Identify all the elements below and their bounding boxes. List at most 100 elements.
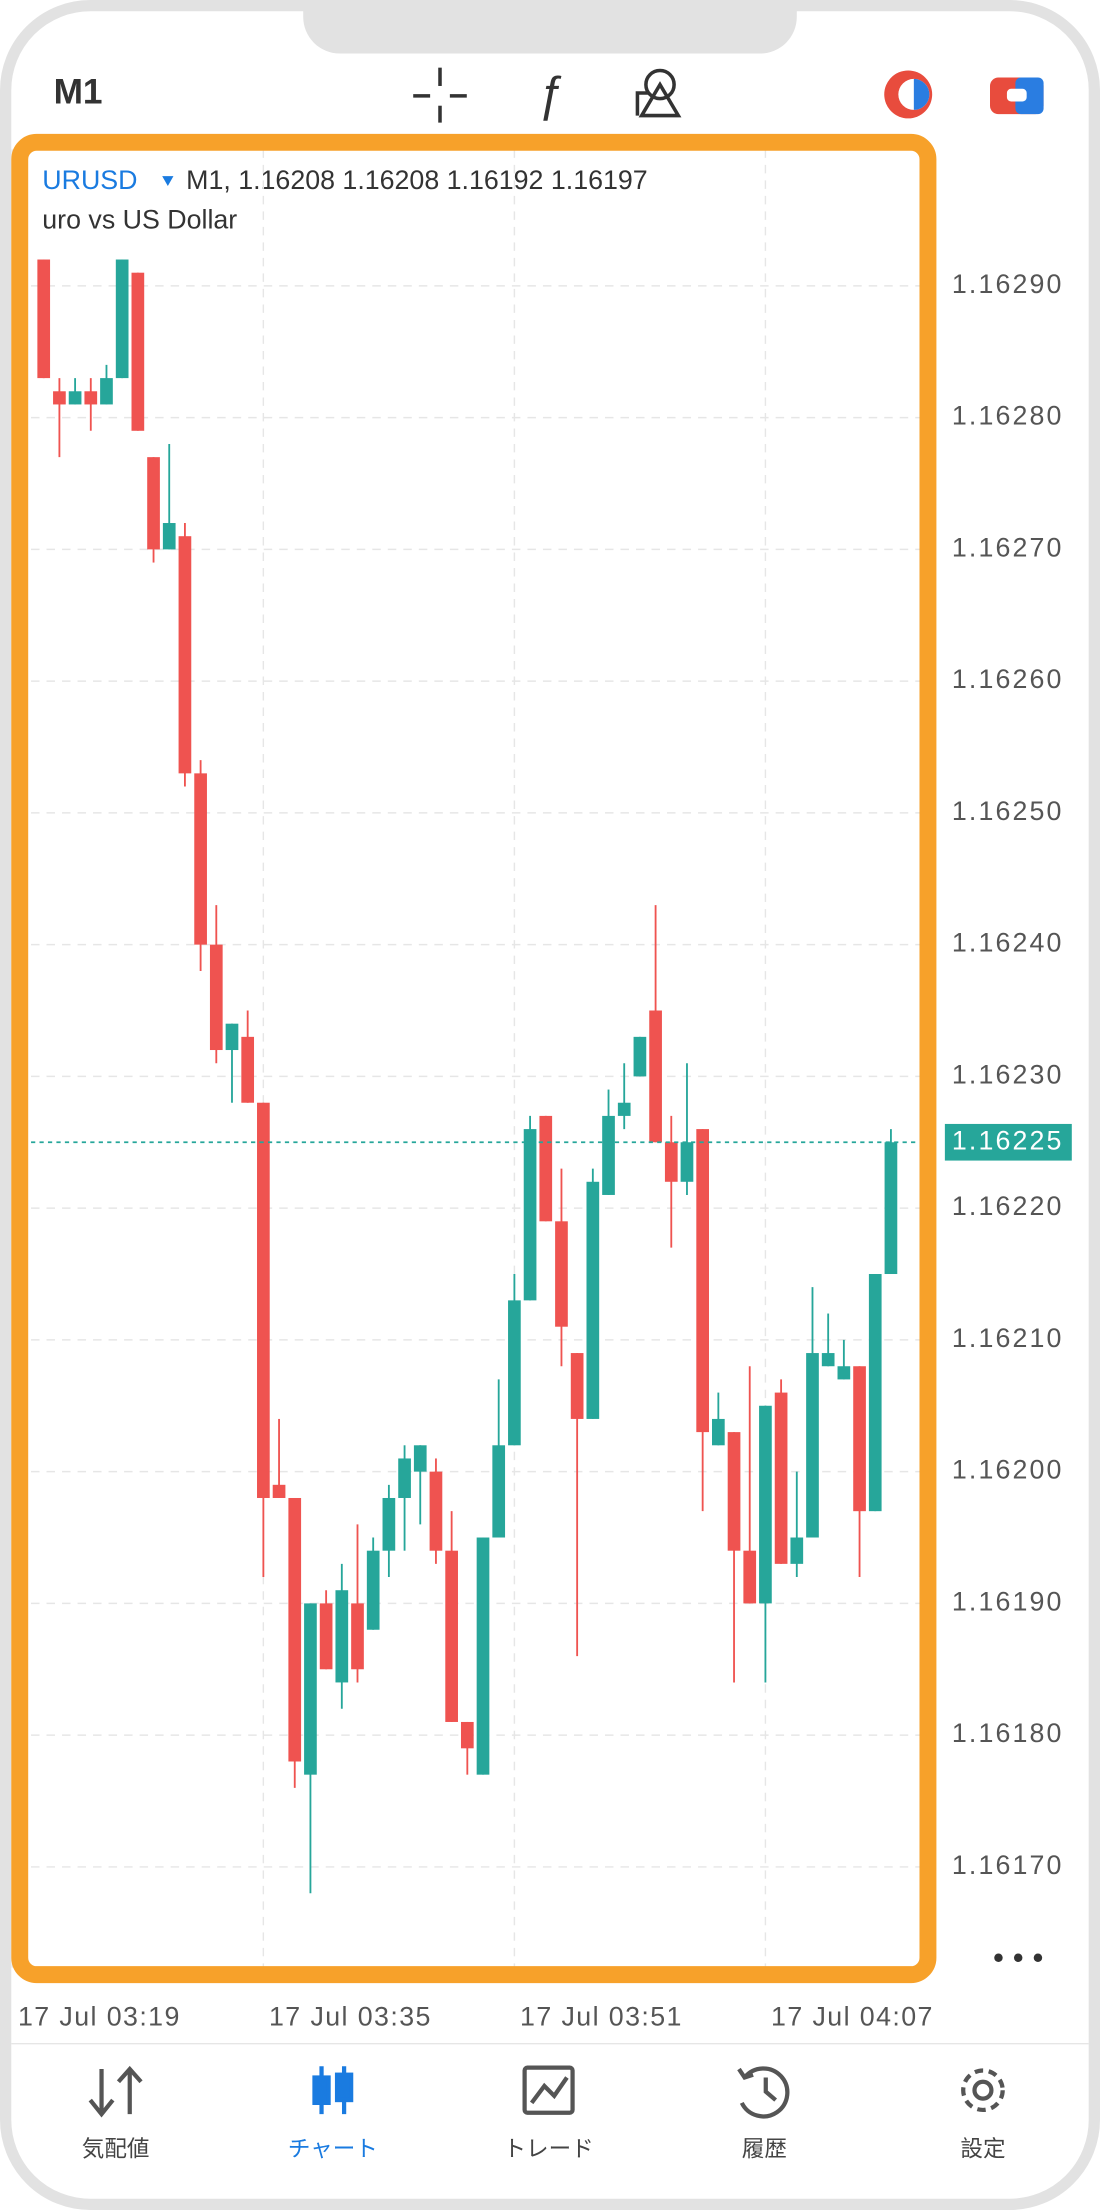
- candle-body: [366, 1550, 380, 1630]
- y-tick-label: 1.16260: [952, 664, 1064, 694]
- candle-body: [539, 1115, 553, 1222]
- candle-body: [68, 391, 82, 405]
- candles: [31, 259, 920, 1894]
- trade-tab-icon[interactable]: [522, 2065, 575, 2115]
- candle-body: [837, 1366, 851, 1380]
- candle-body: [162, 523, 176, 550]
- candle-body: [445, 1550, 458, 1722]
- y-tick-label: 1.16280: [952, 401, 1064, 431]
- candle-body: [853, 1366, 866, 1512]
- tab-label[interactable]: 設定: [960, 2137, 1005, 2162]
- quotes-icon[interactable]: [88, 2065, 143, 2118]
- candle-body: [821, 1353, 835, 1367]
- candle-body: [351, 1603, 364, 1670]
- y-tick-label: 1.16190: [952, 1586, 1064, 1616]
- current-price-box: [944, 1123, 1072, 1161]
- candle-body: [335, 1590, 349, 1683]
- tab-label[interactable]: トレード: [503, 2137, 593, 2162]
- highlight-frame: [11, 133, 937, 1984]
- candle-body: [508, 1300, 521, 1446]
- y-tick-label: 1.16270: [952, 532, 1064, 562]
- candle-body: [806, 1353, 819, 1538]
- settings-icon[interactable]: [961, 2068, 1005, 2113]
- candle-body: [743, 1550, 757, 1604]
- candle-body: [523, 1129, 537, 1301]
- tab-label[interactable]: 履歴: [742, 2137, 787, 2162]
- candle-body: [617, 1102, 631, 1116]
- candle-body: [696, 1129, 710, 1433]
- candle-body: [288, 1497, 302, 1762]
- candle-body: [178, 536, 192, 774]
- candle-body: [649, 1010, 662, 1143]
- candle-body: [413, 1445, 427, 1472]
- more-icon[interactable]: [994, 1953, 1043, 1962]
- crosshair-icon[interactable]: [413, 67, 467, 123]
- chart-icon[interactable]: [312, 2066, 354, 2115]
- x-tick-label: 17 Jul 03:35: [269, 2001, 432, 2031]
- account-icon[interactable]: [884, 70, 933, 119]
- candle-body: [586, 1181, 600, 1419]
- y-tick-label: 1.16250: [952, 796, 1064, 826]
- y-tick-label: 1.16220: [952, 1191, 1064, 1221]
- candle-body: [257, 1102, 270, 1498]
- candle-body: [460, 1721, 474, 1749]
- tab-label[interactable]: チャート: [288, 2137, 378, 2162]
- trade-icon[interactable]: [990, 77, 1044, 115]
- candle-body: [774, 1392, 788, 1564]
- candle-body: [53, 391, 66, 405]
- candle-body: [790, 1537, 804, 1564]
- candle-body: [209, 944, 223, 1051]
- candle-body: [131, 272, 145, 431]
- symbol[interactable]: URUSD: [42, 165, 137, 195]
- candle-body: [727, 1432, 741, 1551]
- candle-body: [37, 259, 51, 379]
- y-tick-label: 1.16240: [952, 928, 1064, 958]
- y-tick-label: 1.16230: [952, 1059, 1064, 1089]
- y-tick-label: 1.16170: [952, 1850, 1064, 1880]
- candle-body: [680, 1142, 694, 1182]
- candle-body: [398, 1458, 411, 1498]
- candle-body: [319, 1603, 333, 1670]
- candle-body: [382, 1497, 396, 1551]
- candle-body: [602, 1115, 615, 1195]
- candle-body: [868, 1274, 882, 1512]
- symbol-description: uro vs US Dollar: [42, 204, 237, 234]
- candle-body: [115, 259, 129, 379]
- axis-labels: 1.16290 1.16280 1.16270 1.16260 1.16250 1.162…: [18, 269, 1072, 2031]
- y-tick-label: 1.16200: [952, 1455, 1064, 1485]
- ohlc-info: M1, 1.16208 1.16208 1.16192 1.16197: [186, 165, 648, 195]
- x-tick-label: 17 Jul 03:19: [18, 2001, 181, 2031]
- tab-label[interactable]: 気配値: [82, 2137, 150, 2162]
- timeframe[interactable]: M1: [54, 73, 103, 112]
- candle-body: [492, 1445, 506, 1538]
- candle-body: [225, 1023, 239, 1051]
- candle-body: [570, 1353, 584, 1419]
- history-icon[interactable]: [737, 2066, 790, 2119]
- candle-body: [884, 1142, 898, 1275]
- y-tick-label: 1.16180: [952, 1718, 1064, 1748]
- y-tick-label: 1.16290: [952, 269, 1064, 299]
- x-tick-label: 17 Jul 04:07: [771, 2001, 934, 2031]
- symbol-dropdown[interactable]: [162, 176, 174, 187]
- candle-body: [759, 1405, 772, 1604]
- candle-body: [664, 1142, 678, 1182]
- candle-body: [194, 773, 207, 945]
- candle-body: [304, 1603, 317, 1775]
- current-price-label: 1.16225: [952, 1125, 1064, 1155]
- x-tick-label: 17 Jul 03:51: [520, 2001, 683, 2031]
- y-tick-label: 1.16210: [952, 1323, 1064, 1353]
- indicator-icon[interactable]: ƒ: [537, 68, 564, 121]
- candle-body: [429, 1471, 443, 1551]
- candle-body: [476, 1537, 490, 1775]
- candle-body: [633, 1036, 647, 1077]
- notch: [303, 0, 797, 54]
- candle-body: [100, 378, 113, 405]
- candle-body: [555, 1221, 568, 1327]
- objects-icon[interactable]: [635, 68, 682, 118]
- candle-body: [84, 391, 98, 405]
- candle-body: [272, 1484, 286, 1498]
- candle-body: [712, 1418, 725, 1446]
- candle-body: [241, 1036, 255, 1103]
